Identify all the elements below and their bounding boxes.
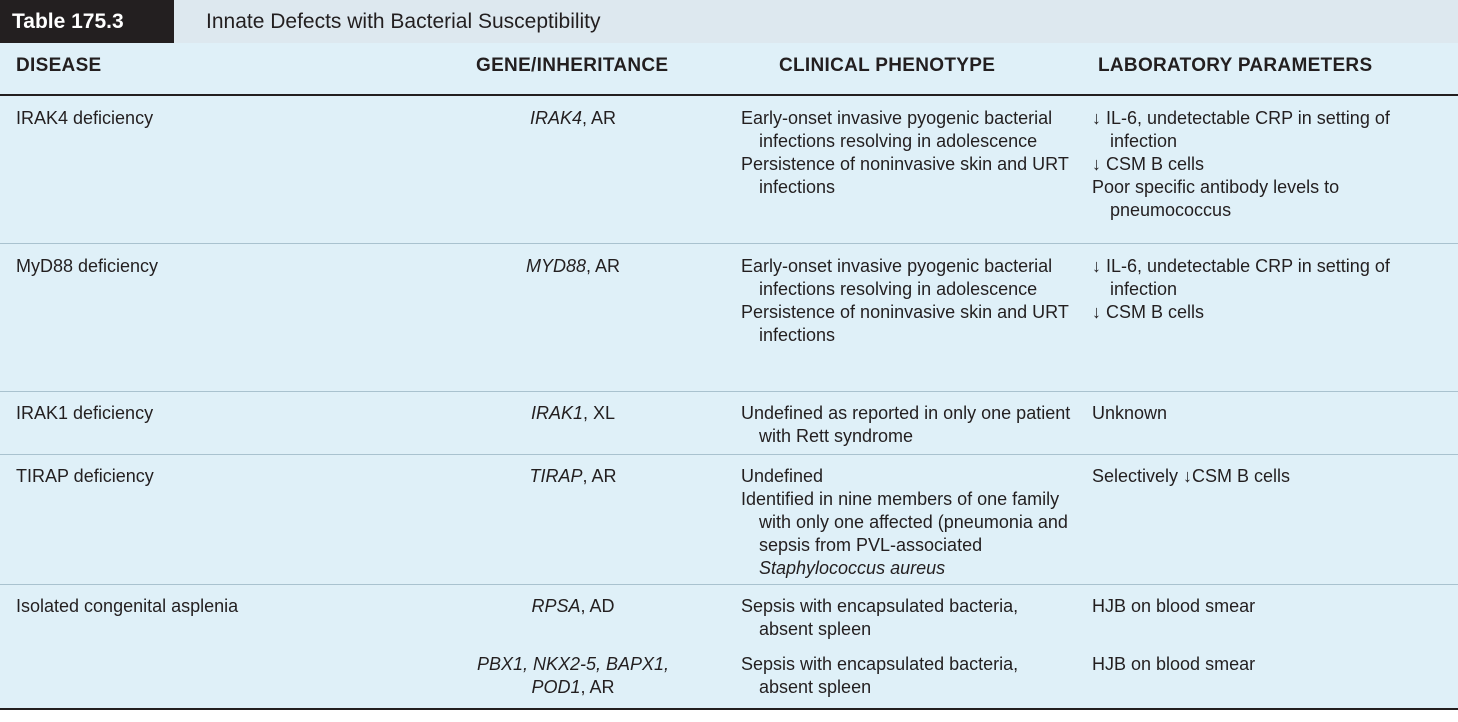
gene-cell: PBX1, NKX2-5, BAPX1, POD1, AR [448,653,698,699]
clinical-cell: Early-onset invasive pyogenic bacterial … [741,255,1076,347]
table-number-label: Table 175.3 [0,0,174,43]
header-rule [0,94,1458,96]
clinical-line: Sepsis with encapsulated bacteria, absen… [741,596,1019,639]
table-title-bar: Table 175.3 Innate Defects with Bacteria… [0,0,1458,44]
organism-name: Staphylococcus aureus [759,558,946,578]
lab-line: Unknown [1092,403,1168,423]
disease-cell: IRAK1 deficiency [16,403,154,423]
header-laboratory-parameters: LABORATORY PARAMETERS [1098,55,1373,76]
gene-cell: IRAK4, AR [418,107,728,130]
lab-line: ↓ CSM B cells [1092,302,1205,322]
clinical-line: Undefined as reported in only one patien… [741,403,1071,446]
clinical-cell: Sepsis with encapsulated bacteria, absen… [741,595,1076,641]
lab-cell: Unknown [1092,402,1450,425]
clinical-line: Early-onset invasive pyogenic bacterial … [741,256,1053,299]
lab-line: HJB on blood smear [1092,654,1256,674]
lab-line: Poor specific antibody levels to pneumoc… [1092,177,1340,220]
clinical-cell: Undefined Identified in nine members of … [741,465,1076,580]
lab-cell: Selectively ↓CSM B cells [1092,465,1450,488]
clinical-cell: Sepsis with encapsulated bacteria, absen… [741,653,1076,699]
clinical-line: Identified in nine members of one family… [741,488,1076,580]
lab-cell: ↓ IL-6, undetectable CRP in setting of i… [1092,107,1450,222]
disease-cell: Isolated congenital asplenia [16,596,239,616]
row-divider [0,584,1458,585]
clinical-cell: Early-onset invasive pyogenic bacterial … [741,107,1076,199]
data-table: DISEASE GENE/INHERITANCE CLINICAL PHENOT… [0,43,1458,710]
table-title: Innate Defects with Bacterial Susceptibi… [206,10,601,33]
clinical-line: Sepsis with encapsulated bacteria, absen… [741,654,1019,697]
lab-line: ↓ CSM B cells [1092,154,1205,174]
clinical-line: Undefined [741,466,824,486]
lab-line: ↓ IL-6, undetectable CRP in setting of i… [1092,256,1390,299]
disease-cell: IRAK4 deficiency [16,108,154,128]
gene-name: PBX1, NKX2-5, BAPX1, POD1 [476,654,670,697]
inheritance: , AD [580,596,615,616]
clinical-line: Persistence of noninvasive skin and URT … [741,154,1069,197]
header-clinical-phenotype: CLINICAL PHENOTYPE [779,55,996,76]
inheritance: , XL [583,403,616,423]
inheritance: , AR [582,108,617,128]
gene-name: RPSA [531,596,581,616]
gene-name: MYD88 [525,256,586,276]
gene-cell: RPSA, AD [418,595,728,618]
disease-cell: TIRAP deficiency [16,466,154,486]
clinical-text: Identified in nine members of one family… [741,489,1068,555]
inheritance: , AR [580,677,615,697]
gene-cell: IRAK1, XL [418,402,728,425]
lab-line: HJB on blood smear [1092,596,1256,616]
clinical-line: Persistence of noninvasive skin and URT … [741,302,1069,345]
disease-cell: MyD88 deficiency [16,256,159,276]
gene-cell: MYD88, AR [418,255,728,278]
lab-cell: HJB on blood smear [1092,595,1450,618]
inheritance: , AR [586,256,621,276]
header-disease: DISEASE [16,55,102,76]
lab-line: ↓ IL-6, undetectable CRP in setting of i… [1092,108,1390,151]
clinical-line: Early-onset invasive pyogenic bacterial … [741,108,1053,151]
clinical-cell: Undefined as reported in only one patien… [741,402,1076,448]
gene-name: TIRAP [529,466,583,486]
gene-name: IRAK4 [529,108,582,128]
lab-cell: ↓ IL-6, undetectable CRP in setting of i… [1092,255,1450,324]
row-divider [0,454,1458,455]
gene-name: IRAK1 [530,403,583,423]
lab-line: Selectively ↓CSM B cells [1092,466,1291,486]
row-divider [0,243,1458,244]
lab-cell: HJB on blood smear [1092,653,1450,676]
header-gene-inheritance: GENE/INHERITANCE [476,55,669,76]
inheritance: , AR [582,466,617,486]
gene-cell: TIRAP, AR [418,465,728,488]
row-divider [0,391,1458,392]
table-header-row: DISEASE GENE/INHERITANCE CLINICAL PHENOT… [0,55,1458,91]
